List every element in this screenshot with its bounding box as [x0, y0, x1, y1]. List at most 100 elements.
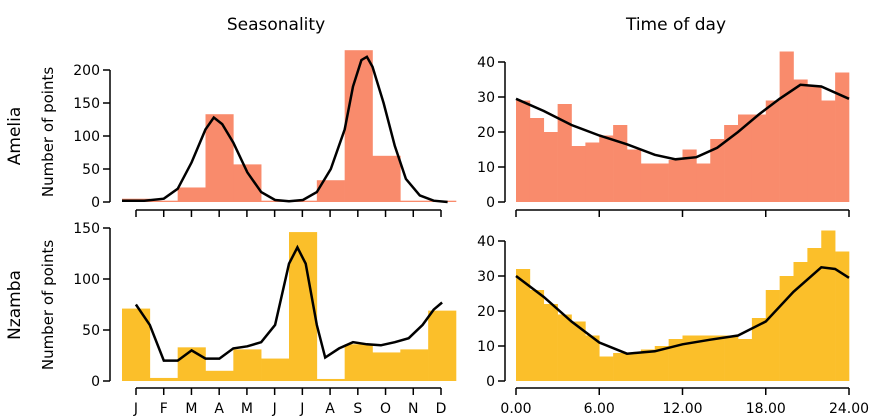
bar-N-10: [400, 349, 429, 381]
density-curve: [134, 244, 443, 362]
bar-12-12: [682, 335, 697, 381]
bar-A-7: [316, 180, 345, 202]
title-seasonality: Seasonality: [227, 15, 325, 35]
bar-N-10: [400, 200, 429, 202]
bar-12-12: [682, 149, 697, 202]
x-tick-label: M: [185, 401, 197, 417]
bar-20-20: [793, 79, 808, 202]
bar-13-13: [696, 163, 711, 202]
bar-F-1: [149, 377, 178, 381]
x-tick-label: A: [325, 401, 335, 417]
bar-1-1: [529, 118, 545, 202]
bar-18-18: [765, 100, 780, 202]
y-tick-label: 50: [82, 323, 100, 339]
bar-21-21: [807, 248, 822, 381]
y-tick-label: 20: [477, 304, 495, 320]
bar-D-11: [428, 310, 457, 381]
x-tick-label: 0.00: [500, 401, 531, 417]
bar-0-0: [516, 269, 531, 381]
bar-A-3: [205, 114, 234, 202]
bar-4-4: [571, 146, 586, 202]
title-time-of-day: Time of day: [625, 15, 726, 35]
x-tick-label: 24.00: [829, 401, 869, 417]
bar-11-11: [668, 160, 683, 202]
bar-3-3: [557, 104, 572, 202]
x-tick-label: A: [214, 401, 224, 417]
y-tick-label: 0: [486, 195, 495, 211]
y-tick-label: 0: [91, 195, 100, 211]
bar-J-5: [261, 200, 290, 202]
y-tick-label: 40: [477, 234, 495, 250]
bar-J-6: [289, 200, 318, 202]
y-tick-label: 100: [73, 272, 100, 288]
x-tick-label: J: [133, 401, 138, 417]
bar-M-2: [177, 347, 206, 381]
x-tick-label: 12.00: [662, 401, 702, 417]
bar-16-16: [738, 114, 753, 202]
y-tick-label: 30: [477, 90, 495, 106]
bar-14-14: [710, 139, 725, 202]
bar-0-0: [516, 100, 531, 202]
ylabel-amelia: Number of points: [39, 67, 57, 198]
panel-amelia-seasonality: 0 50 100 150 200: [73, 50, 457, 217]
y-tick-label: 0: [91, 374, 100, 390]
bar-6-6: [599, 356, 614, 381]
bar-A-7: [316, 378, 345, 381]
bar-1-1: [529, 290, 545, 381]
bar-17-17: [751, 114, 767, 202]
bar-13-13: [696, 335, 711, 381]
bar-5-5: [585, 142, 600, 202]
y-tick-label: 150: [73, 96, 100, 112]
bar-23-23: [835, 251, 850, 381]
bar-10-10: [654, 163, 669, 202]
panel-amelia-time-of-day: 0 10 20 30 40: [477, 51, 850, 217]
x-tick-label: 6.00: [584, 401, 615, 417]
bar-8-8: [627, 149, 642, 202]
x-tick-label: F: [160, 401, 168, 417]
bar-M-2: [177, 187, 206, 202]
bar-7-7: [613, 125, 628, 202]
x-tick-label: M: [241, 401, 253, 417]
bar-15-15: [724, 125, 739, 202]
row-label-amelia: Amelia: [5, 107, 25, 166]
bar-19-19: [779, 276, 794, 381]
bar-21-21: [807, 86, 822, 202]
bar-18-18: [765, 290, 780, 381]
bar-3-3: [557, 314, 572, 381]
x-tick-label: J: [299, 401, 304, 417]
x-tick-label: S: [353, 401, 362, 417]
bar-17-17: [751, 318, 767, 381]
y-tick-label: 50: [82, 162, 100, 178]
bar-7-7: [613, 353, 628, 381]
panel-nzamba-seasonality: 0 50 100 150 J F M A M J J A S O N D: [73, 221, 457, 417]
bar-O-9: [372, 352, 401, 381]
bar-S-8: [344, 344, 373, 381]
y-tick-label: 20: [477, 125, 495, 141]
bar-9-9: [640, 349, 656, 381]
y-tick-label: 100: [73, 129, 100, 145]
x-tick-label: J: [272, 401, 277, 417]
bar-16-16: [738, 339, 753, 381]
bar-20-20: [793, 262, 808, 381]
ylabel-nzamba: Number of points: [39, 240, 57, 371]
bar-8-8: [627, 353, 642, 381]
x-tick-label: O: [380, 401, 391, 417]
bar-2-2: [543, 132, 558, 202]
bar-9-9: [640, 163, 656, 202]
y-tick-label: 200: [73, 63, 100, 79]
bar-10-10: [654, 346, 669, 381]
bar-22-22: [821, 100, 836, 202]
panel-nzamba-time-of-day: 0 10 20 30 40 0.00 6.00 12.00 18.00 24.00: [477, 230, 869, 417]
x-tick-label: 18.00: [746, 401, 786, 417]
bar-19-19: [779, 51, 794, 202]
y-tick-label: 0: [486, 374, 495, 390]
y-tick-label: 30: [477, 269, 495, 285]
bar-5-5: [585, 335, 600, 381]
bar-S-8: [344, 50, 373, 203]
y-tick-label: 150: [73, 221, 100, 237]
bar-4-4: [571, 321, 586, 381]
bar-J-5: [261, 358, 290, 381]
x-tick-label: N: [408, 401, 418, 417]
density-curve: [515, 83, 850, 161]
row-label-nzamba: Nzamba: [5, 270, 25, 340]
